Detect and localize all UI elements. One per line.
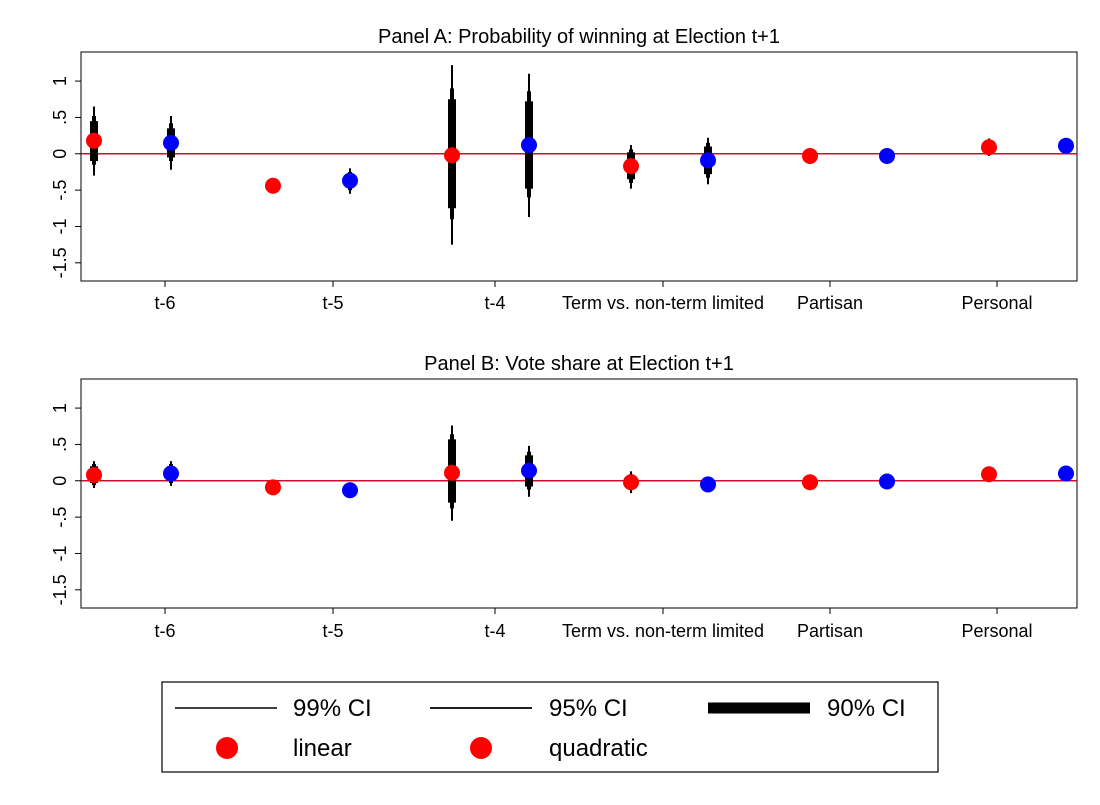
legend-label: 90% CI	[827, 695, 906, 722]
y-tick-label: 0	[50, 476, 70, 486]
panel-title: Panel B: Vote share at Election t+1	[424, 353, 734, 375]
quadratic-point-estimate	[521, 137, 537, 154]
linear-point-estimate	[623, 158, 639, 175]
legend-label: linear	[293, 735, 352, 762]
x-tick-label: t-6	[154, 621, 175, 641]
linear-point-estimate	[86, 132, 102, 149]
linear-point-estimate	[265, 479, 281, 496]
y-tick-label: -1	[50, 545, 70, 561]
quadratic-point-estimate	[700, 476, 716, 493]
quadratic-point-estimate	[521, 462, 537, 479]
y-tick-label: -1	[50, 218, 70, 234]
plot-frame	[80, 51, 1078, 282]
y-tick-label: 0	[50, 149, 70, 159]
legend-linear-marker	[216, 737, 238, 759]
linear-point-estimate	[86, 466, 102, 483]
legend: 99% CI 95% CI 90% CI linear quadratic	[161, 681, 939, 773]
x-tick-label: Personal	[961, 621, 1032, 641]
linear-point-estimate	[981, 466, 997, 483]
y-tick-label: -.5	[50, 507, 70, 528]
quadratic-point-estimate	[163, 465, 179, 482]
linear-point-estimate	[623, 474, 639, 491]
legend-box	[161, 681, 939, 773]
linear-point-estimate	[802, 474, 818, 491]
quadratic-point-estimate	[163, 134, 179, 151]
y-tick-label: -1.5	[50, 574, 70, 605]
x-tick-label: t-5	[322, 621, 343, 641]
linear-point-estimate	[265, 177, 281, 194]
quadratic-point-estimate	[879, 147, 895, 164]
quadratic-point-estimate	[700, 152, 716, 169]
x-tick-label: t-6	[154, 293, 175, 313]
x-tick-label: Partisan	[797, 621, 863, 641]
y-tick-label: 1	[50, 403, 70, 413]
legend-label: 95% CI	[549, 695, 628, 722]
y-tick-label: -1.5	[50, 247, 70, 278]
panel-b: Panel B: Vote share at Election t+1 1 .5 0 -…	[50, 353, 1078, 641]
legend-label: 99% CI	[293, 695, 372, 722]
quadratic-point-estimate	[1058, 137, 1074, 154]
x-tick-label: Personal	[961, 293, 1032, 313]
x-tick-label: Partisan	[797, 293, 863, 313]
panel-title: Panel A: Probability of winning at Elect…	[378, 26, 780, 48]
quadratic-point-estimate	[1058, 465, 1074, 482]
quadratic-point-estimate	[879, 473, 895, 490]
legend-quadratic-marker	[470, 737, 492, 759]
y-tick-label: .5	[50, 110, 70, 125]
x-tick-label: t-4	[484, 621, 505, 641]
x-tick-label: Term vs. non-term limited	[562, 621, 764, 641]
y-tick-label: -.5	[50, 180, 70, 201]
x-tick-label: Term vs. non-term limited	[562, 293, 764, 313]
legend-label: quadratic	[549, 735, 648, 762]
linear-point-estimate	[981, 139, 997, 156]
quadratic-point-estimate	[342, 172, 358, 189]
x-tick-label: t-4	[484, 293, 505, 313]
linear-point-estimate	[802, 147, 818, 164]
y-tick-label: .5	[50, 437, 70, 452]
quadratic-point-estimate	[342, 482, 358, 499]
panel-a: Panel A: Probability of winning at Elect…	[50, 26, 1078, 313]
linear-point-estimate	[444, 464, 460, 481]
linear-point-estimate	[444, 147, 460, 164]
plot-frame	[80, 378, 1078, 609]
y-tick-label: 1	[50, 76, 70, 86]
x-tick-label: t-5	[322, 293, 343, 313]
